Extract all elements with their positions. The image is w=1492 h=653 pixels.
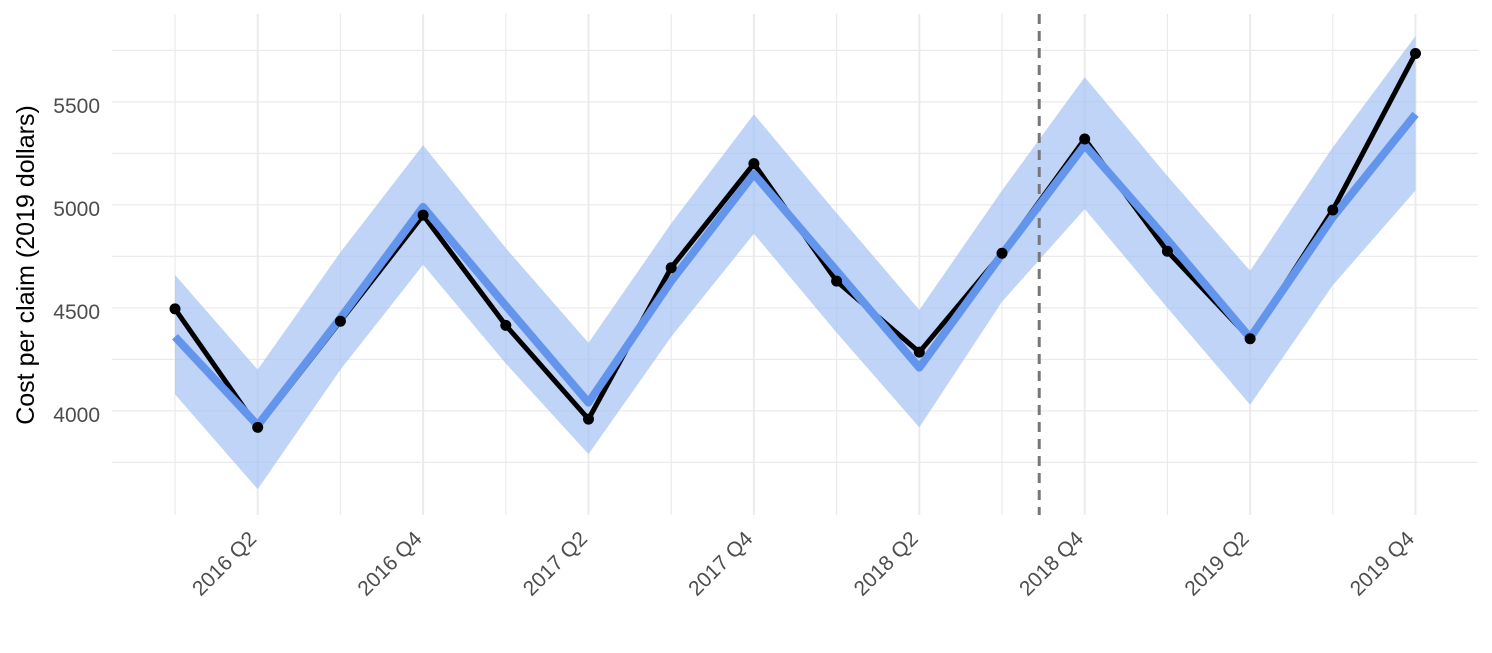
x-tick-label: 2019 Q2	[1180, 527, 1253, 600]
observed-data-point	[500, 319, 512, 331]
observed-data-point	[252, 421, 264, 433]
x-tick-label: 2016 Q4	[353, 527, 426, 600]
x-tick-label: 2016 Q2	[188, 527, 261, 600]
x-tick-label: 2018 Q2	[850, 527, 923, 600]
observed-data-point	[831, 275, 843, 287]
confidence-band	[175, 35, 1416, 490]
y-tick-label: 5500	[53, 95, 100, 118]
observed-data-point	[748, 158, 760, 170]
y-axis-ticks: 4000 4500 5000 5500	[53, 95, 100, 427]
prediction-interval-band	[175, 35, 1416, 490]
observed-data-point	[334, 315, 346, 327]
observed-data-point	[1410, 47, 1421, 59]
series-lines	[172, 52, 1419, 430]
observed-data-point	[1244, 333, 1256, 345]
y-axis-title: Cost per claim (2019 dollars)	[12, 105, 40, 425]
observed-data-point	[1079, 133, 1091, 145]
observed-data-point	[1327, 204, 1339, 216]
x-tick-label: 2017 Q4	[684, 527, 757, 600]
observed-data-point	[665, 262, 677, 274]
observed-data-point	[913, 346, 925, 358]
x-tick-label: 2017 Q2	[519, 527, 592, 600]
y-tick-label: 4000	[53, 404, 100, 427]
observed-data-point	[169, 303, 181, 315]
observed-data-point	[583, 413, 594, 425]
fitted-series-line	[172, 111, 1419, 430]
x-tick-label: 2018 Q4	[1015, 527, 1088, 600]
observed-data-point	[996, 247, 1008, 259]
observed-data-point	[417, 209, 429, 221]
observed-data-point	[1161, 245, 1173, 257]
data-points	[169, 47, 1421, 433]
y-tick-label: 5000	[53, 198, 100, 221]
x-tick-label: 2019 Q4	[1346, 527, 1419, 600]
y-tick-label: 4500	[53, 301, 100, 324]
x-axis-ticks: 2016 Q2 2016 Q4 2017 Q2 2017 Q4 2018 Q2 2018 …	[188, 527, 1419, 600]
